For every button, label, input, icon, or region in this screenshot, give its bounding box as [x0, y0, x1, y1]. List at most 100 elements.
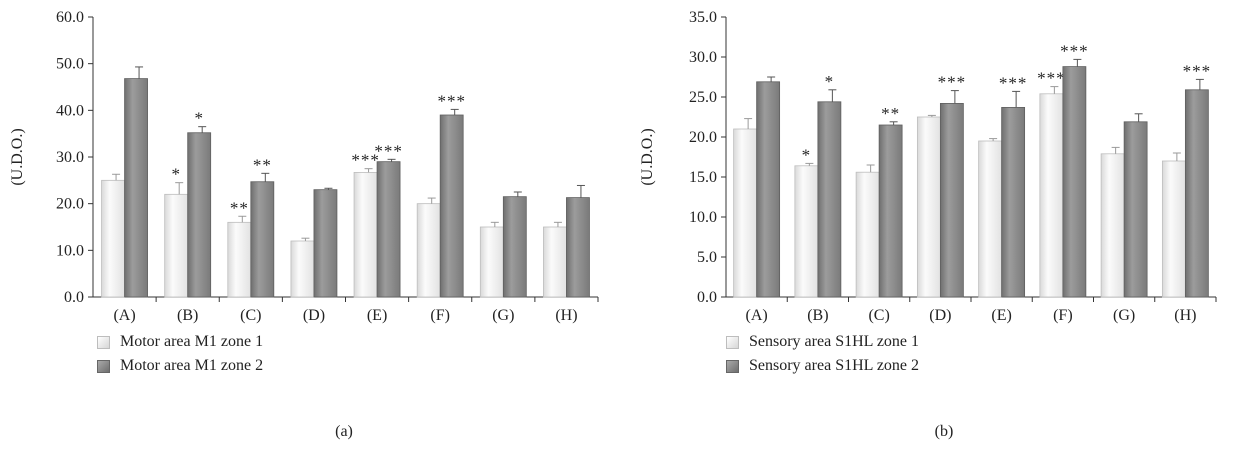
- bar-zone1: [227, 221, 252, 298]
- significance-marker: **: [230, 198, 249, 217]
- legend-label: Sensory area S1HL zone 2: [749, 357, 920, 374]
- bar-zone1: [416, 203, 441, 298]
- bar-zone1: [733, 128, 758, 298]
- bar-zone2: [439, 114, 464, 298]
- bar-chart-sensory: 0.0 5.0 10.0 15.0 20.0 25.0 30.0 35.0 (U.D.O.) (A…: [639, 9, 1217, 324]
- y-tick-label: 50.0: [56, 56, 84, 73]
- bar-zone2: [756, 81, 781, 298]
- bar-zone2: [124, 78, 148, 298]
- y-tick-label: 0.0: [64, 289, 84, 306]
- bar-zone2: [1123, 121, 1148, 298]
- legend-label: Motor area M1 zone 1: [120, 333, 264, 350]
- x-tick-label: (A): [113, 307, 135, 324]
- legend-label: Motor area M1 zone 2: [120, 357, 264, 374]
- bar-zone2: [878, 124, 903, 298]
- y-tick-label: 25.0: [689, 89, 717, 106]
- legend-label: Sensory area S1HL zone 1: [749, 333, 920, 350]
- legend: Motor area M1 zone 1 Motor area M1 zone …: [97, 330, 263, 378]
- significance-marker: ***: [437, 91, 466, 110]
- x-tick-label: (C): [240, 307, 261, 324]
- y-tick-label: 30.0: [689, 49, 717, 66]
- significance-marker: **: [253, 155, 272, 174]
- significance-marker: ***: [374, 141, 403, 160]
- panel-label: (a): [335, 423, 353, 440]
- panel-label: (b): [934, 423, 954, 440]
- x-tick-label: (F): [430, 307, 450, 324]
- significance-marker: *: [825, 72, 835, 91]
- bar-zone1: [479, 226, 504, 298]
- y-tick-label: 10.0: [689, 209, 717, 226]
- bar-zone1: [1100, 153, 1125, 298]
- x-tick-label: (C): [868, 307, 889, 324]
- x-tick-label: (G): [1113, 307, 1135, 324]
- bar-zone2: [939, 103, 964, 298]
- y-tick-label: 35.0: [689, 9, 717, 26]
- x-tick-label: (E): [991, 307, 1011, 324]
- legend-swatch-zone1: [726, 335, 739, 349]
- significance-marker: ***: [999, 73, 1028, 92]
- bar-zone2: [1001, 107, 1026, 298]
- significance-marker: ***: [1060, 41, 1089, 60]
- chart-panel-a: 0.0 10.0 20.0 30.0 40.0 50.0 60.0 (U.D.O.) (A) (B…: [0, 0, 616, 452]
- bar-zone1: [353, 171, 378, 298]
- y-tick-label: 20.0: [56, 196, 84, 213]
- bar-zone2: [1062, 66, 1087, 298]
- bar-zone2: [376, 161, 401, 298]
- significance-marker: **: [881, 104, 900, 123]
- significance-marker: *: [171, 165, 181, 184]
- bar-zone1: [164, 193, 189, 298]
- legend-item: Sensory area S1HL zone 1: [726, 330, 919, 354]
- legend-swatch-zone2: [726, 359, 739, 373]
- y-tick-label: 30.0: [56, 149, 84, 166]
- x-tick-label: (H): [555, 307, 577, 324]
- y-tick-label: 0.0: [697, 289, 717, 306]
- y-tick-label: 5.0: [697, 249, 717, 266]
- chart-panel-b: 0.0 5.0 10.0 15.0 20.0 25.0 30.0 35.0 (U.D.O.) (A…: [616, 0, 1233, 452]
- significance-marker: ***: [351, 151, 380, 170]
- legend-item: Motor area M1 zone 1: [97, 330, 263, 354]
- bar-zone1: [794, 165, 819, 298]
- bar-zone2: [566, 197, 590, 298]
- bar-zone2: [313, 189, 338, 298]
- x-tick-label: (B): [177, 307, 198, 324]
- bar-zone1: [916, 116, 941, 298]
- x-tick-label: (F): [1053, 307, 1073, 324]
- significance-marker: *: [802, 145, 812, 164]
- y-tick-label: 40.0: [56, 102, 84, 119]
- significance-marker: ***: [1037, 69, 1066, 88]
- bar-zone2: [187, 132, 212, 298]
- bar-zone1: [290, 240, 315, 298]
- x-tick-label: (G): [492, 307, 514, 324]
- y-tick-label: 60.0: [56, 9, 84, 26]
- y-tick-label: 20.0: [689, 129, 717, 146]
- x-tick-label: (H): [1174, 307, 1196, 324]
- bar-zone2: [817, 101, 842, 298]
- x-tick-label: (E): [367, 307, 387, 324]
- bar-zone2: [250, 181, 275, 298]
- x-tick-label: (D): [929, 307, 951, 324]
- significance-marker: *: [194, 109, 204, 128]
- y-axis-label: (U.D.O.): [639, 128, 656, 185]
- bar-zone1: [978, 140, 1003, 298]
- bar-zone2: [1184, 89, 1209, 298]
- y-tick-label: 15.0: [689, 169, 717, 186]
- bar-zone1: [855, 171, 880, 298]
- legend-swatch-zone1: [97, 335, 110, 349]
- significance-marker: ***: [938, 73, 967, 92]
- x-tick-label: (A): [746, 307, 768, 324]
- bar-chart-motor: 0.0 10.0 20.0 30.0 40.0 50.0 60.0 (U.D.O.) (A) (B…: [9, 9, 599, 324]
- x-tick-label: (B): [807, 307, 828, 324]
- bar-zone1: [1039, 93, 1064, 298]
- y-axis-label: (U.D.O.): [9, 128, 26, 185]
- legend-swatch-zone2: [97, 359, 110, 373]
- bar-zone1: [1161, 160, 1186, 298]
- x-tick-label: (D): [303, 307, 325, 324]
- legend: Sensory area S1HL zone 1 Sensory area S1…: [726, 330, 919, 378]
- bar-zone1: [543, 226, 567, 298]
- legend-item: Motor area M1 zone 2: [97, 354, 263, 378]
- significance-marker: ***: [1183, 61, 1212, 80]
- bar-zone2: [502, 196, 527, 298]
- bar-zone1: [101, 179, 125, 298]
- y-tick-label: 10.0: [56, 242, 84, 259]
- legend-item: Sensory area S1HL zone 2: [726, 354, 919, 378]
